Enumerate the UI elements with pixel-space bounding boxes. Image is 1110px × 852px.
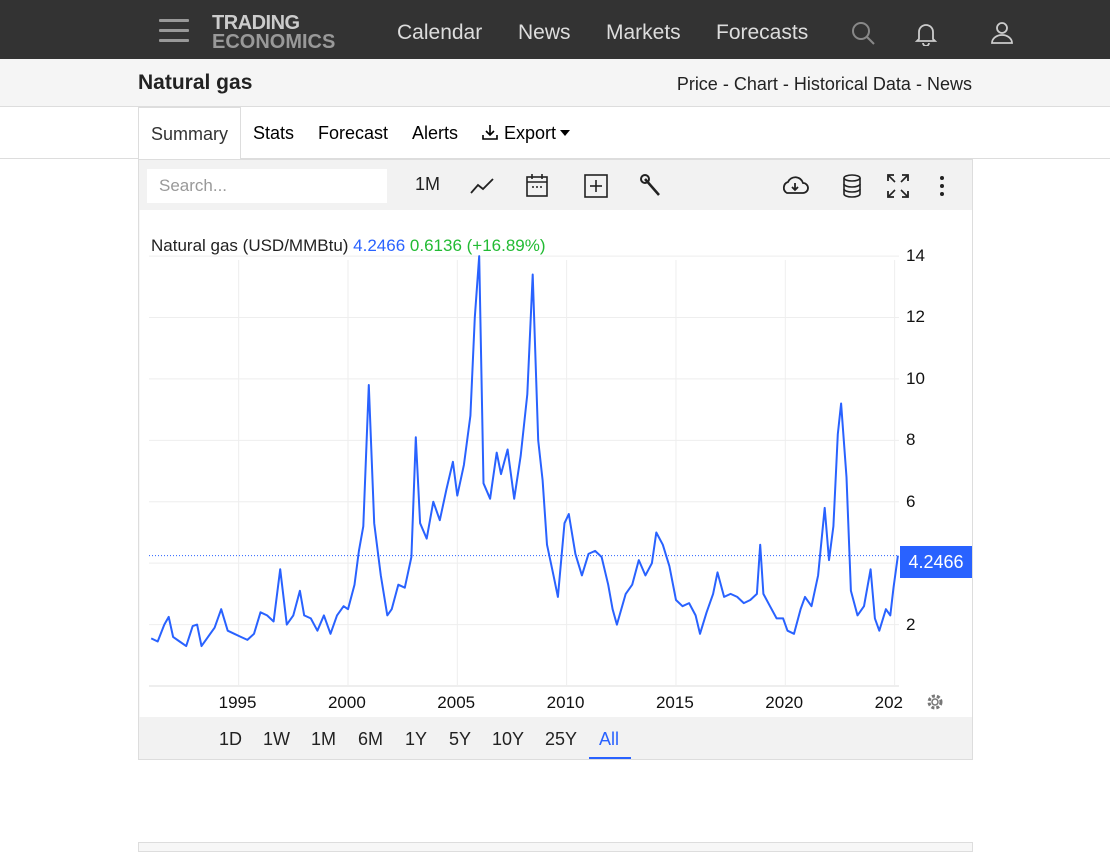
legend-series-name: Natural gas (USD/MMBtu) [151, 236, 349, 255]
crumb-price[interactable]: Price [676, 74, 718, 94]
page-title: Natural gas [138, 71, 253, 94]
crumb-separator: - [915, 74, 922, 94]
sub-header: Natural gas Price - Chart - Historical D… [0, 59, 1110, 107]
add-compare-icon[interactable] [584, 172, 608, 200]
range-active-indicator [589, 757, 631, 759]
range-all[interactable]: All [599, 729, 620, 749]
x-tick-label: 2005 [437, 693, 476, 712]
wrench-icon[interactable] [639, 172, 663, 200]
x-tick-label: 2000 [327, 693, 366, 712]
range-5y[interactable]: 5Y [449, 729, 472, 749]
crumb-news[interactable]: News [926, 74, 972, 94]
range-6m[interactable]: 6M [358, 729, 384, 749]
y-tick-label: 14 [906, 246, 925, 266]
tab-stats[interactable]: Stats [253, 123, 295, 143]
tabs-row: Summary Stats Forecast Alerts Export [0, 107, 1110, 160]
y-axis-area [900, 210, 972, 717]
tab-export-label: Export [504, 123, 557, 143]
search-icon[interactable] [850, 20, 876, 46]
logo-line-2: ECONOMICS [212, 31, 336, 53]
bell-icon[interactable] [913, 20, 939, 46]
download-icon [482, 125, 498, 140]
range-1w[interactable]: 1W [263, 729, 290, 749]
tab-export[interactable]: Export [481, 107, 571, 159]
top-navigation-bar: TRADING ECONOMICS Calendar News Markets … [0, 0, 1110, 59]
y-tick-label: 2 [906, 614, 916, 634]
next-section [138, 842, 973, 852]
chart-search-input[interactable] [147, 169, 387, 203]
chart-toolbar: 1M [139, 160, 972, 210]
crumb-separator: - [782, 74, 789, 94]
nav-markets[interactable]: Markets [606, 21, 681, 44]
x-tick-label: 2020 [765, 693, 804, 712]
gear-icon[interactable] [925, 692, 945, 712]
logo[interactable]: TRADING ECONOMICS [212, 12, 336, 53]
x-tick-label: 202 [874, 693, 903, 712]
tab-summary[interactable]: Summary [138, 107, 241, 160]
fullscreen-icon[interactable] [886, 172, 910, 200]
range-1m[interactable]: 1M [311, 729, 337, 749]
range-1d[interactable]: 1D [219, 729, 243, 749]
menu-icon[interactable] [159, 19, 189, 45]
current-price-tag: 4.2466 [900, 546, 972, 578]
line-chart-icon[interactable] [469, 172, 495, 200]
database-icon[interactable] [841, 172, 863, 200]
legend-change: 0.6136 (+16.89%) [409, 236, 546, 255]
x-tick-label: 2010 [546, 693, 585, 712]
nav-calendar[interactable]: Calendar [397, 21, 483, 44]
x-tick-label: 1995 [218, 693, 257, 712]
chevron-down-icon [560, 129, 571, 136]
chart-legend: Natural gas (USD/MMBtu) 4.2466 0.6136 (+… [151, 236, 546, 256]
user-icon[interactable] [989, 20, 1015, 46]
calendar-icon[interactable] [525, 172, 549, 200]
y-tick-label: 12 [906, 307, 925, 327]
crumb-chart[interactable]: Chart [733, 74, 778, 94]
legend-value: 4.2466 [353, 236, 406, 255]
range-1y[interactable]: 1Y [405, 729, 428, 749]
logo-line-1: TRADING [212, 12, 300, 34]
more-vertical-icon[interactable] [934, 172, 950, 200]
nav-news[interactable]: News [518, 21, 571, 44]
crumb-separator: - [722, 74, 729, 94]
range-10y[interactable]: 10Y [492, 729, 525, 749]
crumb-historical-data[interactable]: Historical Data [793, 74, 911, 94]
y-tick-label: 10 [906, 368, 925, 388]
cloud-download-icon[interactable] [780, 172, 810, 200]
range-selector: 1D 1W 1M 6M 1Y 5Y 10Y 25Y All [139, 717, 972, 759]
interval-button[interactable]: 1M [415, 174, 441, 194]
x-tick-label: 2015 [655, 693, 694, 712]
tab-alerts[interactable]: Alerts [412, 123, 459, 143]
range-25y[interactable]: 25Y [545, 729, 578, 749]
price-chart[interactable] [139, 160, 972, 717]
tab-forecast[interactable]: Forecast [318, 123, 389, 143]
y-tick-label: 6 [906, 491, 916, 511]
breadcrumb: Price - Chart - Historical Data - News [677, 74, 972, 95]
y-tick-label: 8 [906, 430, 916, 450]
nav-forecasts[interactable]: Forecasts [716, 21, 809, 44]
series-line-natural-gas[interactable] [150, 255, 899, 648]
chart-widget: 1M [138, 159, 973, 760]
